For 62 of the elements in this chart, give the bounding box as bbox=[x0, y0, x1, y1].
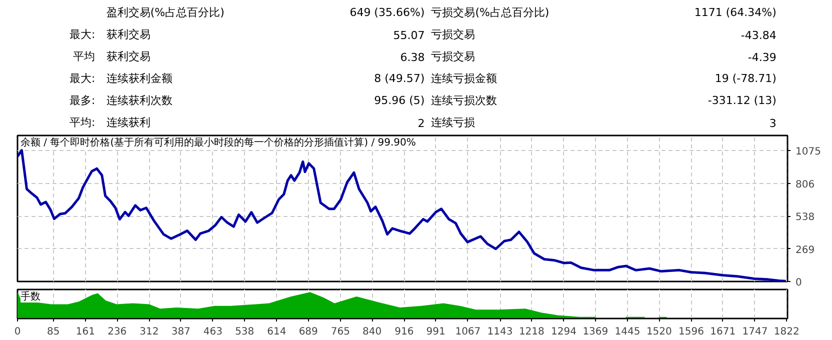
x-tick-label: 85 bbox=[47, 326, 60, 338]
x-tick-label: 1218 bbox=[518, 326, 544, 338]
text: 平均: bbox=[70, 116, 96, 129]
text: 连续亏损次数 bbox=[431, 94, 498, 107]
y-tick-label: 1075 bbox=[796, 146, 821, 158]
text: 连续获利金额 bbox=[106, 72, 172, 85]
text: -43.84 bbox=[740, 29, 776, 42]
y-tick-label: 538 bbox=[796, 212, 815, 224]
x-tick-label: 991 bbox=[426, 326, 446, 338]
text: 最大: bbox=[70, 28, 96, 41]
x-tick-label: 1445 bbox=[614, 326, 640, 338]
text: 连续亏损金额 bbox=[431, 72, 498, 85]
text: 获利交易 bbox=[106, 28, 150, 41]
x-tick-label: 463 bbox=[203, 326, 223, 338]
text: 649 (35.66%) bbox=[350, 6, 425, 19]
text: 最大: bbox=[70, 72, 96, 85]
x-tick-label: 538 bbox=[235, 326, 254, 338]
text: -331.12 (13) bbox=[708, 94, 776, 107]
x-tick-label: 1520 bbox=[646, 326, 672, 338]
chart-title: 余额 / 每个即时价格(基于所有可利用的最小时段的每一个价格的分形插值计算) / 99.90% bbox=[20, 136, 416, 148]
x-tick-label: 765 bbox=[330, 326, 350, 338]
y-tick-label: 806 bbox=[796, 179, 815, 190]
text: -4.39 bbox=[748, 51, 776, 64]
text: 亏损交易 bbox=[431, 50, 476, 63]
x-tick-label: 916 bbox=[394, 326, 414, 338]
text: 1171 (64.34%) bbox=[694, 6, 776, 19]
x-tick-label: 1294 bbox=[551, 326, 576, 338]
x-tick-label: 1671 bbox=[710, 326, 736, 338]
text: 连续获利次数 bbox=[106, 94, 172, 107]
text: 19 (-78.71) bbox=[714, 72, 776, 85]
x-tick-label: 689 bbox=[298, 326, 318, 338]
text: 获利交易 bbox=[106, 50, 150, 63]
text: 95.96 (5) bbox=[374, 94, 425, 107]
text: 亏损交易 bbox=[431, 28, 476, 41]
text: 连续获利 bbox=[106, 116, 150, 129]
text: 55.07 bbox=[393, 29, 425, 42]
x-tick-label: 840 bbox=[362, 326, 382, 338]
y-tick-label: 269 bbox=[796, 244, 815, 256]
text: 8 (49.57) bbox=[374, 72, 425, 85]
line-series bbox=[18, 149, 788, 282]
x-tick-label: 0 bbox=[14, 326, 21, 338]
text: 盈利交易(%占总百分比) bbox=[106, 6, 224, 19]
x-tick-label: 1369 bbox=[582, 326, 608, 338]
x-tick-label: 1596 bbox=[678, 326, 704, 338]
y-tick-label: 0 bbox=[796, 278, 802, 288]
text: 3 bbox=[769, 117, 776, 130]
x-tick-label: 236 bbox=[108, 326, 127, 338]
chart-title: 手数 bbox=[20, 290, 40, 302]
text: 最多: bbox=[70, 94, 96, 107]
text: 2 bbox=[418, 117, 425, 130]
x-tick-label: 1067 bbox=[455, 326, 481, 338]
x-tick-label: 614 bbox=[267, 326, 286, 338]
x-tick-label: 1822 bbox=[774, 326, 800, 338]
x-tick-label: 387 bbox=[171, 326, 190, 338]
text: 6.38 bbox=[400, 51, 425, 64]
x-tick-label: 1143 bbox=[487, 326, 513, 338]
x-tick-label: 1747 bbox=[742, 326, 768, 338]
text: 连续亏损 bbox=[431, 116, 476, 129]
text: 平均 bbox=[73, 50, 96, 63]
x-tick-label: 312 bbox=[140, 326, 159, 338]
text: 亏损交易(%占总百分比) bbox=[431, 6, 550, 19]
x-tick-label: 161 bbox=[76, 326, 96, 338]
